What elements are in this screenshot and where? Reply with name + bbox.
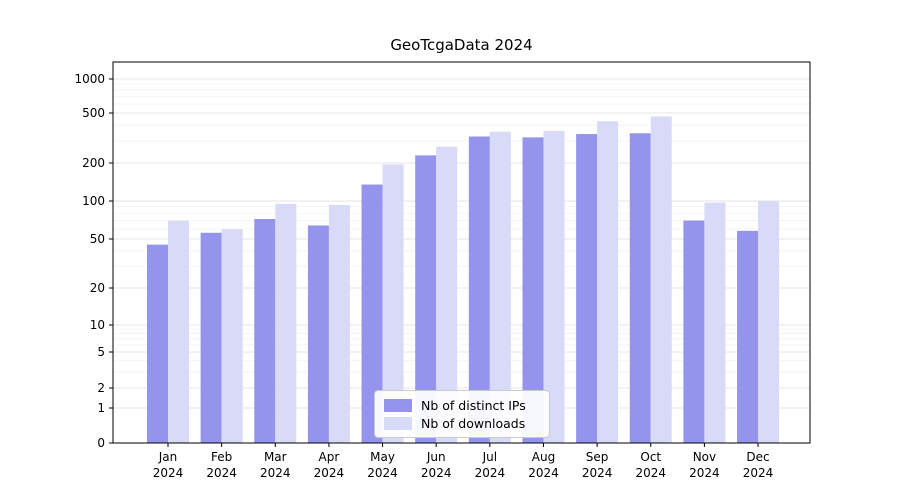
bar-distinct-ips: [200, 232, 222, 443]
bar-downloads: [543, 130, 565, 443]
y-tick-label: 100: [82, 194, 105, 208]
bar-distinct-ips: [254, 219, 276, 443]
x-tick-label: Mar: [264, 450, 287, 464]
x-tick-label: Aug: [532, 450, 555, 464]
bar-distinct-ips: [683, 220, 705, 443]
bar-distinct-ips: [307, 225, 329, 443]
bar-distinct-ips: [576, 134, 598, 443]
x-tick-label-year: 2024: [582, 466, 613, 480]
bar-downloads: [704, 202, 726, 443]
bar-distinct-ips: [629, 133, 651, 443]
x-tick-label: Dec: [746, 450, 769, 464]
legend-item: Nb of distinct IPs: [384, 398, 540, 413]
chart-title: GeoTcgaData 2024: [390, 36, 533, 54]
plot-frame: [112, 61, 811, 444]
y-tick-label: 200: [82, 156, 105, 170]
x-tick-label-year: 2024: [475, 466, 506, 480]
bar-downloads: [650, 116, 672, 443]
y-tick-label: 0: [97, 436, 105, 450]
bar-distinct-ips: [415, 155, 437, 444]
x-tick-label-year: 2024: [421, 466, 452, 480]
x-tick-label-year: 2024: [260, 466, 291, 480]
bar-distinct-ips: [361, 184, 383, 443]
y-tick-label: 1000: [74, 72, 105, 86]
bar-downloads: [168, 220, 189, 443]
y-tick-label: 2: [97, 381, 105, 395]
x-tick-label-year: 2024: [689, 466, 720, 480]
x-tick-label-year: 2024: [367, 466, 398, 480]
y-tick-label: 10: [90, 318, 105, 332]
x-tick-label: Jul: [482, 450, 497, 464]
bar-downloads: [436, 146, 458, 443]
y-tick-label: 500: [82, 106, 105, 120]
legend-item: Nb of downloads: [384, 416, 540, 431]
bar-distinct-ips: [522, 137, 544, 444]
x-tick-label-year: 2024: [153, 466, 184, 480]
x-tick-label: Jun: [426, 450, 446, 464]
x-tick-label: Apr: [319, 450, 340, 464]
bar-downloads: [382, 164, 404, 443]
x-tick-label: Oct: [640, 450, 661, 464]
x-tick-label-year: 2024: [314, 466, 345, 480]
bar-distinct-ips: [147, 244, 168, 443]
bar-downloads: [489, 131, 511, 443]
bar-distinct-ips: [737, 230, 759, 443]
legend-label: Nb of distinct IPs: [421, 397, 526, 413]
bar-downloads: [221, 229, 243, 443]
x-tick-label-year: 2024: [635, 466, 666, 480]
y-tick-label: 20: [90, 281, 105, 295]
bar-downloads: [275, 203, 297, 443]
x-tick-label: Jan: [158, 450, 178, 464]
x-tick-label: Sep: [586, 450, 609, 464]
bar-downloads: [597, 121, 619, 444]
legend-label: Nb of downloads: [421, 415, 526, 431]
x-tick-label-year: 2024: [206, 466, 237, 480]
legend-swatch-downloads: [384, 416, 412, 430]
bar-downloads: [328, 204, 350, 443]
y-tick-label: 50: [90, 232, 105, 246]
legend: Nb of distinct IPs Nb of downloads: [374, 390, 550, 438]
legend-swatch-distinct-ips: [384, 398, 412, 412]
bar-downloads: [758, 201, 780, 443]
x-tick-label-year: 2024: [743, 466, 774, 480]
y-tick-label: 1: [97, 401, 105, 415]
y-tick-label: 5: [97, 345, 105, 359]
x-tick-label: May: [370, 450, 395, 464]
x-tick-label-year: 2024: [528, 466, 559, 480]
x-tick-label: Feb: [211, 450, 232, 464]
x-tick-label: Nov: [693, 450, 716, 464]
bar-distinct-ips: [468, 136, 490, 443]
